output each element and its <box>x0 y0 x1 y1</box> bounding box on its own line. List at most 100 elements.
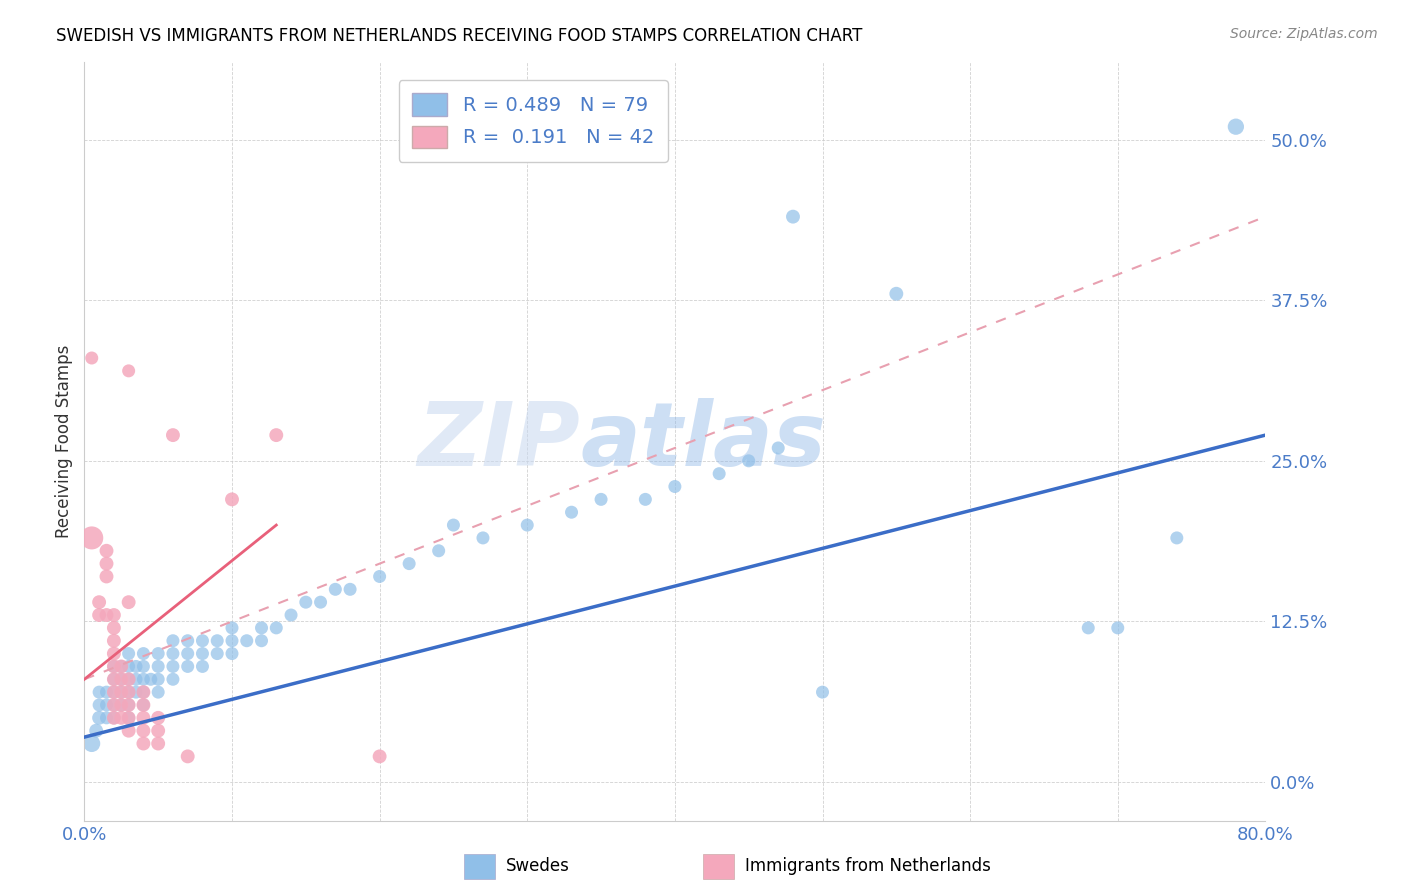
Point <box>87 685 111 699</box>
Point <box>886 286 908 301</box>
Point <box>118 364 141 378</box>
Point <box>221 647 243 661</box>
Point <box>368 749 391 764</box>
Point <box>709 467 731 481</box>
Point <box>443 518 465 533</box>
Point <box>125 659 148 673</box>
Point <box>110 673 132 687</box>
Point <box>295 595 318 609</box>
Point <box>103 698 125 712</box>
Text: SWEDISH VS IMMIGRANTS FROM NETHERLANDS RECEIVING FOOD STAMPS CORRELATION CHART: SWEDISH VS IMMIGRANTS FROM NETHERLANDS R… <box>56 27 863 45</box>
Point <box>177 633 200 648</box>
Point <box>118 659 141 673</box>
Point <box>191 659 214 673</box>
Point <box>266 621 288 635</box>
Point <box>148 737 170 751</box>
Point <box>96 698 118 712</box>
Point <box>207 633 229 648</box>
Point <box>118 711 141 725</box>
Point <box>148 659 170 673</box>
Point <box>103 685 125 699</box>
Point <box>118 698 141 712</box>
Point <box>132 711 155 725</box>
Point <box>103 647 125 661</box>
Point <box>110 685 132 699</box>
Point <box>398 557 420 571</box>
Point <box>207 647 229 661</box>
Point <box>177 647 200 661</box>
Point <box>664 479 686 493</box>
Point <box>110 698 132 712</box>
Point <box>250 633 273 648</box>
Point <box>103 607 125 622</box>
Point <box>591 492 613 507</box>
Text: ZIP: ZIP <box>418 398 581 485</box>
Point <box>738 454 761 468</box>
Point <box>236 633 259 648</box>
Point <box>250 621 273 635</box>
Point <box>162 647 184 661</box>
Text: Source: ZipAtlas.com: Source: ZipAtlas.com <box>1230 27 1378 41</box>
Point <box>84 723 107 738</box>
Point <box>118 685 141 699</box>
Point <box>80 531 103 545</box>
Point <box>221 621 243 635</box>
Point <box>768 441 790 455</box>
Point <box>103 621 125 635</box>
Point <box>132 698 155 712</box>
Point <box>162 673 184 687</box>
Point <box>148 673 170 687</box>
Point <box>110 659 132 673</box>
Point <box>96 569 118 583</box>
Point <box>118 723 141 738</box>
Point <box>132 685 155 699</box>
Point <box>132 737 155 751</box>
Point <box>87 595 111 609</box>
Point <box>191 647 214 661</box>
Point <box>309 595 332 609</box>
Point <box>162 633 184 648</box>
Point <box>132 647 155 661</box>
Point <box>325 582 347 597</box>
Point <box>221 633 243 648</box>
Point <box>782 210 804 224</box>
Point <box>103 698 125 712</box>
Point <box>132 723 155 738</box>
Point <box>110 673 132 687</box>
Point <box>339 582 361 597</box>
Point <box>177 749 200 764</box>
Point <box>280 607 302 622</box>
Point <box>110 698 132 712</box>
Point <box>634 492 657 507</box>
Point <box>132 673 155 687</box>
Point <box>162 659 184 673</box>
Point <box>118 673 141 687</box>
Point <box>561 505 583 519</box>
Point <box>87 607 111 622</box>
Text: atlas: atlas <box>581 398 827 485</box>
Point <box>148 647 170 661</box>
Point <box>118 698 141 712</box>
Point <box>427 543 450 558</box>
Point <box>96 543 118 558</box>
Point <box>80 737 103 751</box>
Point <box>177 659 200 673</box>
Point <box>110 711 132 725</box>
Point <box>162 428 184 442</box>
Point <box>103 633 125 648</box>
Point <box>96 607 118 622</box>
Point <box>148 723 170 738</box>
Point <box>103 711 125 725</box>
Point <box>110 659 132 673</box>
Point <box>132 659 155 673</box>
Point <box>103 711 125 725</box>
Point <box>132 685 155 699</box>
Point <box>103 685 125 699</box>
Point <box>96 685 118 699</box>
Y-axis label: Receiving Food Stamps: Receiving Food Stamps <box>55 345 73 538</box>
Point <box>103 659 125 673</box>
Point <box>1077 621 1099 635</box>
Point <box>516 518 538 533</box>
Point <box>118 595 141 609</box>
Point <box>811 685 834 699</box>
